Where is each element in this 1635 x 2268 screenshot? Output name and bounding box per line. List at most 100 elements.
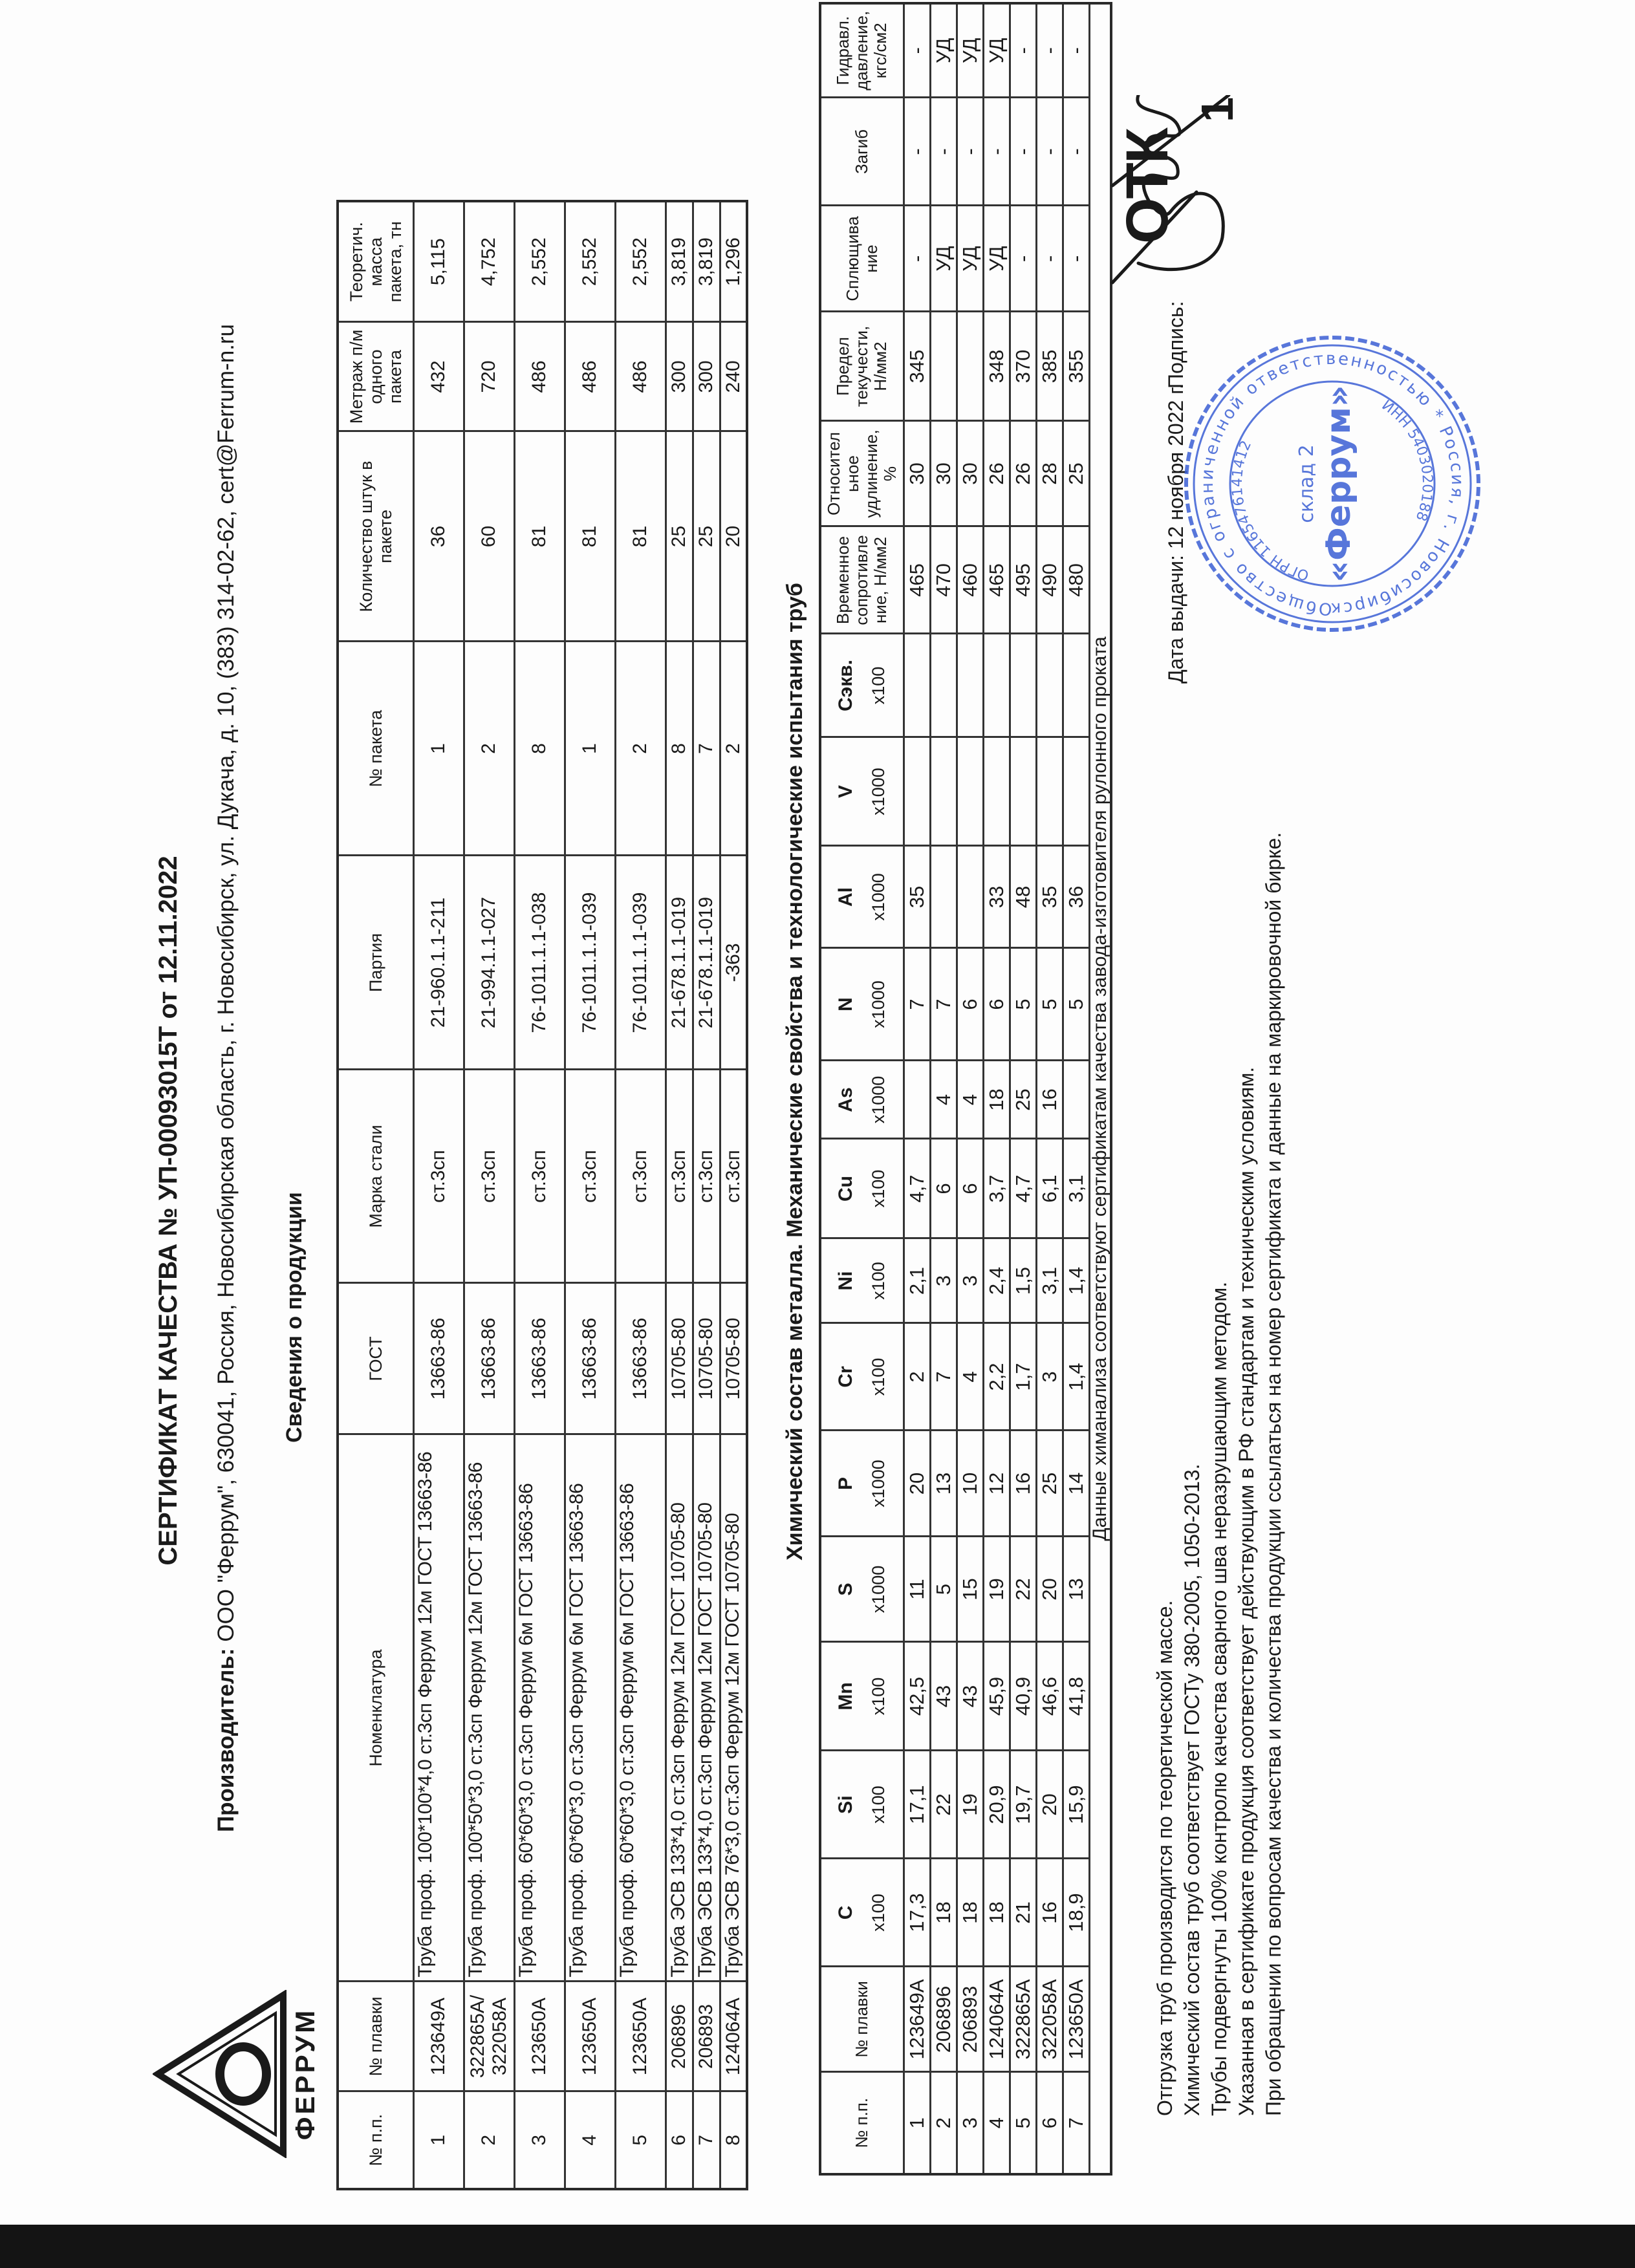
table-cell: 2 bbox=[615, 642, 666, 856]
table-cell: ст.3сп bbox=[720, 1070, 747, 1283]
element-symbol: Cu bbox=[834, 1176, 856, 1202]
table-cell: 13663-86 bbox=[464, 1283, 514, 1434]
table-cell: 300 bbox=[693, 322, 720, 431]
table-cell bbox=[904, 1061, 930, 1139]
unit-multiplier: x1000 bbox=[868, 768, 888, 815]
table-cell: 370 bbox=[1010, 312, 1036, 421]
table-cell: 35 bbox=[1036, 846, 1063, 948]
note-line: Отгрузка труб производится по теоретичес… bbox=[1153, 1600, 1176, 2117]
table-cell: 13 bbox=[1063, 1537, 1089, 1642]
table-cell bbox=[957, 737, 983, 846]
table-cell: 35 bbox=[904, 846, 930, 948]
element-symbol: Mn bbox=[834, 1682, 856, 1711]
table-row: 5 123650А Труба проф. 60*60*3,0 ст.3сп Фер… bbox=[615, 201, 666, 2189]
table-cell: 8 bbox=[666, 642, 693, 856]
table-cell: 8 bbox=[720, 2091, 747, 2189]
table-cell: 1,5 bbox=[1010, 1238, 1036, 1323]
table-cell: 19 bbox=[983, 1537, 1010, 1642]
table-cell: 486 bbox=[514, 322, 565, 431]
stamp-warehouse: склад 2 bbox=[1295, 444, 1318, 523]
column-header: Временное сопротивле ние, Н/мм2 bbox=[820, 526, 904, 634]
element-symbol: Cr bbox=[834, 1366, 856, 1388]
producer-value: ООО "Феррум", 630041, Россия, Новосибирс… bbox=[213, 323, 239, 1648]
table-cell bbox=[1010, 634, 1036, 737]
table-cell bbox=[904, 634, 930, 737]
table-cell: 206896 bbox=[666, 1982, 693, 2091]
table-cell: 18 bbox=[983, 1859, 1010, 1967]
table-cell bbox=[1010, 737, 1036, 846]
table-cell: - bbox=[1036, 206, 1063, 312]
table-cell: 6 bbox=[930, 1139, 957, 1238]
table-cell: 123649А bbox=[904, 1967, 930, 2072]
table-cell: 460 bbox=[957, 526, 983, 634]
table-cell: 4,7 bbox=[1010, 1139, 1036, 1238]
table-cell: 33 bbox=[983, 846, 1010, 948]
table-cell: 3,7 bbox=[983, 1139, 1010, 1238]
table-cell: 385 bbox=[1036, 312, 1063, 421]
table-cell: 3 bbox=[1036, 1323, 1063, 1431]
table-cell: 25 bbox=[1036, 1431, 1063, 1537]
table-row: 1 123649А Труба проф. 100*100*4,0 ст.3сп Ф… bbox=[413, 201, 464, 2189]
table-cell: 355 bbox=[1063, 312, 1089, 421]
table-cell: 4,752 bbox=[464, 201, 514, 322]
table-cell: УД bbox=[983, 206, 1010, 312]
table-cell: - bbox=[957, 98, 983, 206]
table-cell: 16 bbox=[1036, 1061, 1063, 1139]
scan-edge bbox=[0, 2225, 1635, 2268]
table-cell: 2 bbox=[930, 2072, 957, 2174]
table-cell: 60 bbox=[464, 431, 514, 642]
table-cell: ст.3сп bbox=[666, 1070, 693, 1283]
table-cell: 1,4 bbox=[1063, 1323, 1089, 1431]
table-cell: Труба проф. 60*60*3,0 ст.3сп Феррум 6м Г… bbox=[565, 1434, 615, 1982]
table-cell: 3 bbox=[957, 1238, 983, 1323]
column-header: Предел текучести, Н/мм2 bbox=[820, 312, 904, 421]
unit-multiplier: x100 bbox=[868, 1169, 888, 1208]
header-label: Сплющива ние bbox=[842, 216, 881, 301]
table-cell: 40,9 bbox=[1010, 1642, 1036, 1751]
element-symbol: P bbox=[834, 1477, 856, 1491]
table-cell: 21-960.1.1-211 bbox=[413, 856, 464, 1070]
table-cell: 18 bbox=[930, 1859, 957, 1967]
table-cell: 15 bbox=[957, 1537, 983, 1642]
table-cell: - bbox=[983, 98, 1010, 206]
table-row: 3 123650А Труба проф. 60*60*3,0 ст.3сп Фер… bbox=[514, 201, 565, 2189]
table-cell bbox=[904, 737, 930, 846]
table-cell: 76-1011.1.1-039 bbox=[615, 856, 666, 1070]
table-cell: Труба ЭСВ 133*4,0 ст.3сп Феррум 12м ГОСТ… bbox=[693, 1434, 720, 1982]
table-cell: 21-678.1.1-019 bbox=[693, 856, 720, 1070]
note-line: При обращении по вопросам качества и кол… bbox=[1262, 832, 1285, 2116]
unit-multiplier: x100 bbox=[868, 666, 888, 705]
table-cell: 123650А bbox=[615, 1982, 666, 2091]
table-cell: 345 bbox=[904, 312, 930, 421]
column-header: Относител ьное удлинение, % bbox=[820, 421, 904, 526]
table-cell: 17,1 bbox=[904, 1751, 930, 1859]
unit-multiplier: x100 bbox=[868, 1357, 888, 1396]
table-cell: ст.3сп bbox=[565, 1070, 615, 1283]
table-cell: 5 bbox=[1036, 948, 1063, 1061]
table-cell: 13 bbox=[930, 1431, 957, 1537]
table-cell: 123650А bbox=[514, 1982, 565, 2091]
certificate-title: СЕРТИФИКАТ КАЧЕСТВА № УП-00093015Т от 12… bbox=[154, 856, 182, 1566]
table-cell: Труба проф. 100*50*3,0 ст.3сп Феррум 12м… bbox=[464, 1434, 514, 1982]
table-row: 6 322058А 16 20 46,6 20 25 3 3,1 6,1 16 5 35 490 28 385… bbox=[1036, 3, 1063, 2174]
table-cell: Труба проф. 60*60*3,0 ст.3сп Феррум 6м Г… bbox=[514, 1434, 565, 1982]
table-cell bbox=[930, 312, 957, 421]
column-header: Теоретич. масса пакета, тн bbox=[338, 201, 413, 322]
table-cell: 1 bbox=[565, 642, 615, 856]
table-cell: 46,6 bbox=[1036, 1642, 1063, 1751]
table-cell: УД bbox=[930, 3, 957, 98]
table-cell: 6 bbox=[957, 1139, 983, 1238]
table-cell: 19 bbox=[957, 1751, 983, 1859]
header-label: Загиб bbox=[852, 129, 872, 175]
table-cell: 432 bbox=[413, 322, 464, 431]
table-cell: 6,1 bbox=[1036, 1139, 1063, 1238]
table-cell: 81 bbox=[615, 431, 666, 642]
table-cell: 3 bbox=[930, 1238, 957, 1323]
table-cell: 20 bbox=[1036, 1751, 1063, 1859]
products-section-title: Сведения о продукции bbox=[282, 1192, 307, 1443]
header-label: № плавки bbox=[852, 1981, 872, 2058]
table-cell: 495 bbox=[1010, 526, 1036, 634]
table-cell: 11 bbox=[904, 1537, 930, 1642]
